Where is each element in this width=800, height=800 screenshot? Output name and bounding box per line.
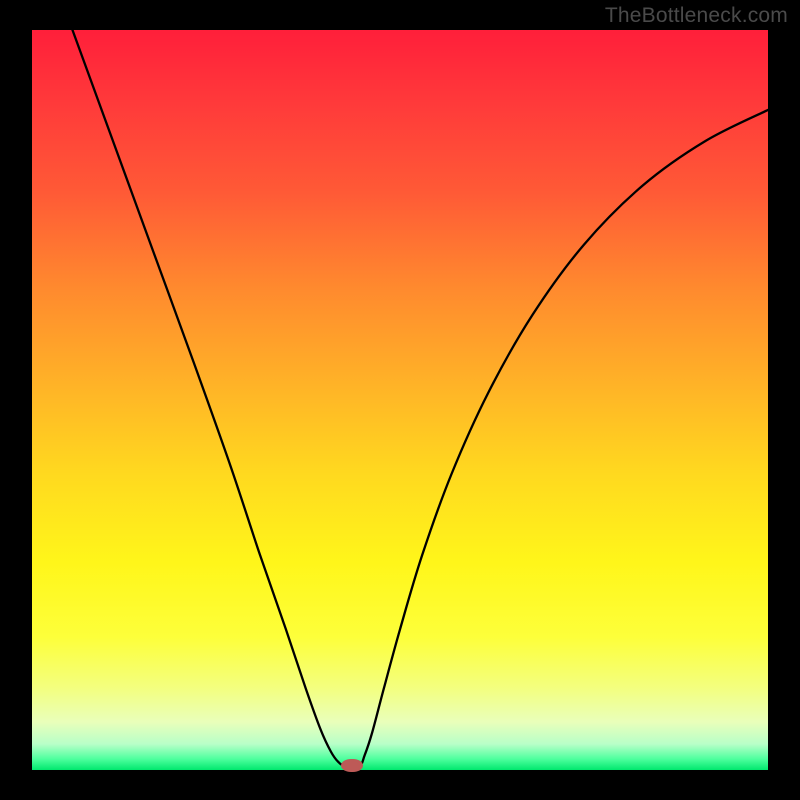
plot-area — [32, 30, 768, 770]
chart-container: TheBottleneck.com — [0, 0, 800, 800]
minimum-marker — [341, 759, 363, 772]
bottleneck-curve — [32, 30, 768, 770]
watermark-text: TheBottleneck.com — [605, 4, 788, 28]
